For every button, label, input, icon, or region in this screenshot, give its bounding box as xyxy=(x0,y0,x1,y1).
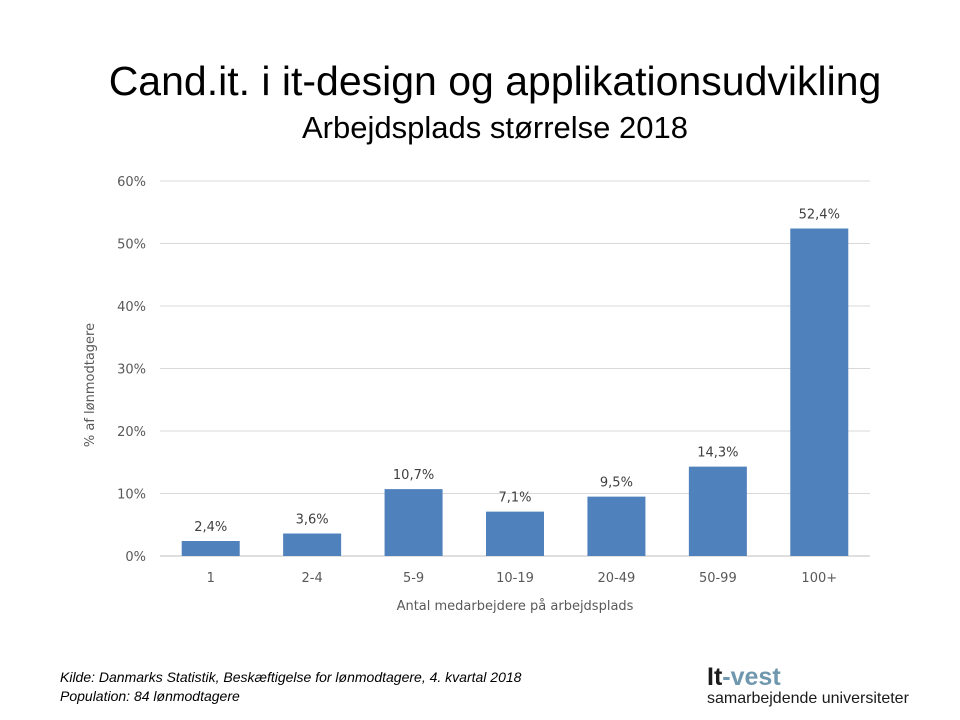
data-label: 3,6% xyxy=(296,513,329,528)
logo-part2: -vest xyxy=(722,663,781,691)
chart-title: Cand.it. i it-design og applikationsudvi… xyxy=(108,58,882,104)
y-axis-label: % af lønmodtagere xyxy=(83,323,98,447)
it-vest-logo: It-vest samarbejdende universiteter xyxy=(707,664,909,708)
y-tick-label: 0% xyxy=(125,550,146,565)
x-tick-label: 10-19 xyxy=(496,571,534,586)
x-tick-label: 5-9 xyxy=(403,571,424,586)
x-tick-label: 1 xyxy=(207,571,215,586)
population-text: Population: 84 lønmodtagere xyxy=(60,688,240,704)
bar-2-4 xyxy=(283,533,342,556)
x-tick-label: 50-99 xyxy=(699,571,737,586)
x-tick-label: 100+ xyxy=(801,571,837,586)
bar-20-49 xyxy=(587,496,646,556)
y-tick-label: 50% xyxy=(117,238,146,253)
y-tick-label: 40% xyxy=(117,300,146,315)
data-label: 7,1% xyxy=(498,491,531,506)
source-text: Kilde: Danmarks Statistik, Beskæftigelse… xyxy=(60,669,522,685)
data-label: 10,7% xyxy=(393,468,434,483)
data-label: 9,5% xyxy=(600,476,633,491)
y-tick-label: 60% xyxy=(117,175,146,190)
bar-50-99 xyxy=(688,466,747,556)
x-tick-label: 20-49 xyxy=(598,571,636,586)
chart-subtitle: Arbejdsplads størrelse 2018 xyxy=(302,110,688,145)
y-tick-label: 20% xyxy=(117,425,146,440)
logo-tagline: samarbejdende universiteter xyxy=(707,690,909,707)
bar-5-9 xyxy=(384,489,443,556)
y-tick-label: 10% xyxy=(117,488,146,503)
x-axis-label: Antal medarbejdere på arbejdsplads xyxy=(397,599,634,614)
source-note: Kilde: Danmarks Statistik, Beskæftigelse… xyxy=(60,668,521,706)
data-label: 2,4% xyxy=(194,520,227,535)
data-label: 14,3% xyxy=(697,446,738,461)
bar-10-19 xyxy=(486,511,544,556)
bar-1 xyxy=(181,541,240,556)
bar-100+ xyxy=(790,228,849,556)
x-tick-label: 2-4 xyxy=(302,571,323,586)
y-tick-label: 30% xyxy=(117,363,146,378)
logo-part1: It xyxy=(707,663,723,691)
data-label: 52,4% xyxy=(799,208,840,223)
